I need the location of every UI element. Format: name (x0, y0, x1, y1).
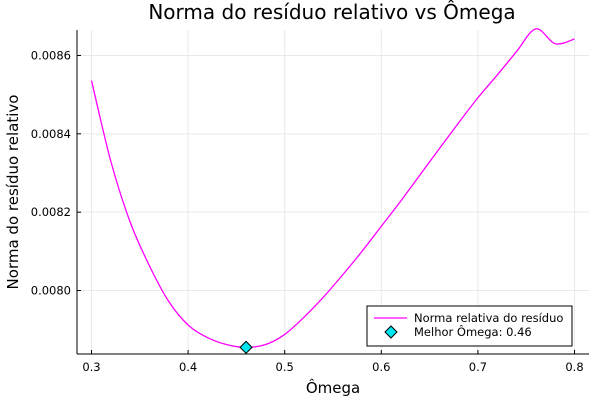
best-omega-marker (239, 340, 253, 355)
legend-label-series-2: Melhor Ômega: 0.46 (414, 324, 532, 339)
x-tick-label: 0.5 (276, 360, 294, 374)
y-tick-label: 0.0080 (31, 284, 71, 298)
y-ticks: 0.0080 0.0082 0.0084 0.0086 (31, 48, 81, 298)
legend: Norma relativa do resíduo Melhor Ômega: … (366, 305, 573, 347)
legend-label-series-1: Norma relativa do resíduo (414, 311, 563, 325)
x-tick-label: 0.7 (469, 360, 487, 374)
legend-box (366, 305, 573, 347)
x-tick-label: 0.8 (565, 360, 583, 374)
y-axis-label: Norma do resíduo relativo (4, 95, 22, 290)
axes (76, 30, 589, 355)
series-line-1 (90, 28, 575, 348)
x-tick-label: 0.6 (372, 360, 390, 374)
legend-marker-swatch (384, 325, 398, 339)
x-tick-label: 0.3 (82, 360, 100, 374)
x-ticks: 0.3 0.4 0.5 0.6 0.7 0.8 (82, 350, 584, 374)
y-tick-label: 0.0084 (31, 127, 71, 141)
x-tick-label: 0.4 (179, 360, 197, 374)
y-tick-label: 0.0086 (31, 48, 71, 62)
series (90, 28, 575, 355)
chart-title: Norma do resíduo relativo vs Ômega (148, 0, 515, 24)
x-axis-label: Ômega (306, 378, 360, 397)
y-tick-label: 0.0082 (31, 205, 71, 219)
grid (77, 30, 589, 354)
